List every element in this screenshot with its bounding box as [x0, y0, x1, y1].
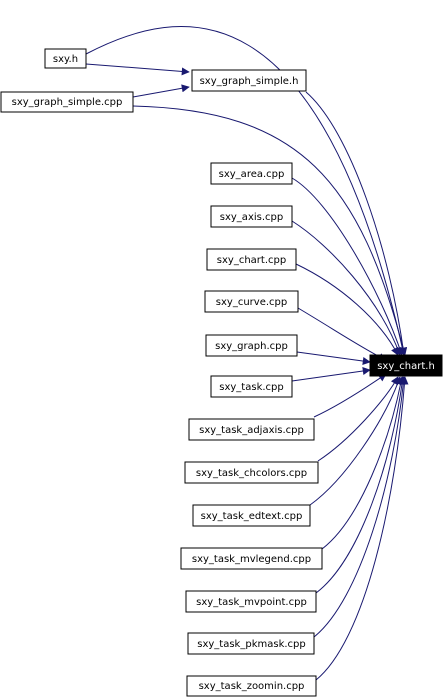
node-label: sxy_area.cpp	[219, 169, 285, 180]
node-label: sxy_task_pkmask.cpp	[197, 639, 305, 650]
node-sxy-task-mvlegend-cpp[interactable]: sxy_task_mvlegend.cpp	[180, 547, 323, 570]
edge-sxy-task-mvlegend-cpp-to-sxy-chart-h	[321, 376, 405, 550]
edge-sxy-task-chcolors-cpp-to-sxy-chart-h	[317, 376, 399, 462]
edge-sxy-axis-cpp-to-sxy-chart-h	[291, 220, 402, 356]
node-label: sxy_task_mvlegend.cpp	[192, 554, 311, 565]
edge-sxy-task-zoomin-cpp-to-sxy-chart-h	[315, 376, 409, 681]
node-sxy-chart-cpp[interactable]: sxy_chart.cpp	[206, 248, 297, 271]
node-sxy-axis-cpp[interactable]: sxy_axis.cpp	[210, 205, 293, 228]
edge-sxy-curve-cpp-to-sxy-chart-h	[297, 307, 387, 361]
edge-sxy-task-edtext-cpp-to-sxy-chart-h	[309, 376, 402, 506]
node-sxy-task-adjaxis-cpp[interactable]: sxy_task_adjaxis.cpp	[188, 418, 315, 441]
node-label: sxy_task_zoomin.cpp	[199, 681, 305, 692]
node-sxy-graph-simple-cpp[interactable]: sxy_graph_simple.cpp	[0, 91, 134, 113]
edges	[85, 26, 409, 681]
node-label: sxy_chart.cpp	[217, 255, 286, 266]
nodes: sxy.h sxy_graph_simple.h sxy_graph_simpl…	[0, 48, 443, 697]
node-sxy-curve-cpp[interactable]: sxy_curve.cpp	[204, 290, 299, 313]
node-label: sxy_task_edtext.cpp	[201, 511, 303, 522]
edge-sxy-h-to-sxy-chart-h	[85, 26, 407, 356]
edge-sxy-graph-simple-h-to-sxy-chart-h	[305, 91, 408, 356]
edge-sxy-chart-cpp-to-sxy-chart-h	[295, 263, 399, 356]
node-sxy-task-mvpoint-cpp[interactable]: sxy_task_mvpoint.cpp	[185, 590, 317, 613]
node-label: sxy_task.cpp	[219, 382, 283, 393]
node-sxy-graph-cpp[interactable]: sxy_graph.cpp	[205, 334, 298, 357]
edge-sxy-area-cpp-to-sxy-chart-h	[291, 177, 404, 356]
node-label: sxy_task_chcolors.cpp	[196, 468, 307, 479]
edge-sxy-graph-cpp-to-sxy-chart-h	[296, 351, 371, 365]
node-sxy-graph-simple-h[interactable]: sxy_graph_simple.h	[191, 69, 307, 92]
node-label: sxy_graph.cpp	[215, 341, 288, 352]
edge-sxy-graph-simple-cpp-to-sxy-graph-simple-h	[132, 84, 190, 98]
node-label: sxy_chart.h	[377, 361, 435, 372]
edge-sxy-graph-simple-cpp-to-sxy-chart-h	[132, 105, 408, 356]
node-label: sxy_axis.cpp	[220, 212, 283, 223]
node-label: sxy.h	[53, 54, 78, 65]
node-label: sxy_task_mvpoint.cpp	[196, 597, 307, 608]
node-sxy-task-pkmask-cpp[interactable]: sxy_task_pkmask.cpp	[187, 632, 315, 655]
node-label: sxy_task_adjaxis.cpp	[199, 425, 304, 436]
edge-sxy-task-mvpoint-cpp-to-sxy-chart-h	[315, 376, 407, 594]
node-sxy-area-cpp[interactable]: sxy_area.cpp	[210, 162, 293, 185]
node-label: sxy_graph_simple.h	[200, 76, 299, 87]
node-sxy-task-zoomin-cpp[interactable]: sxy_task_zoomin.cpp	[186, 675, 317, 697]
node-sxy-chart-h-highlighted[interactable]: sxy_chart.h	[369, 354, 443, 377]
edge-sxy-task-adjaxis-cpp-to-sxy-chart-h	[313, 373, 387, 418]
edge-sxy-task-cpp-to-sxy-chart-h	[291, 367, 371, 382]
node-sxy-task-cpp[interactable]: sxy_task.cpp	[210, 375, 293, 398]
node-label: sxy_curve.cpp	[216, 297, 287, 308]
node-sxy-h[interactable]: sxy.h	[44, 48, 87, 69]
edge-sxy-h-to-sxy-graph-simple-h	[85, 63, 190, 76]
node-sxy-task-chcolors-cpp[interactable]: sxy_task_chcolors.cpp	[184, 461, 319, 484]
node-sxy-task-edtext-cpp[interactable]: sxy_task_edtext.cpp	[192, 504, 311, 527]
node-label: sxy_graph_simple.cpp	[12, 97, 123, 108]
edge-sxy-task-pkmask-cpp-to-sxy-chart-h	[313, 376, 408, 638]
